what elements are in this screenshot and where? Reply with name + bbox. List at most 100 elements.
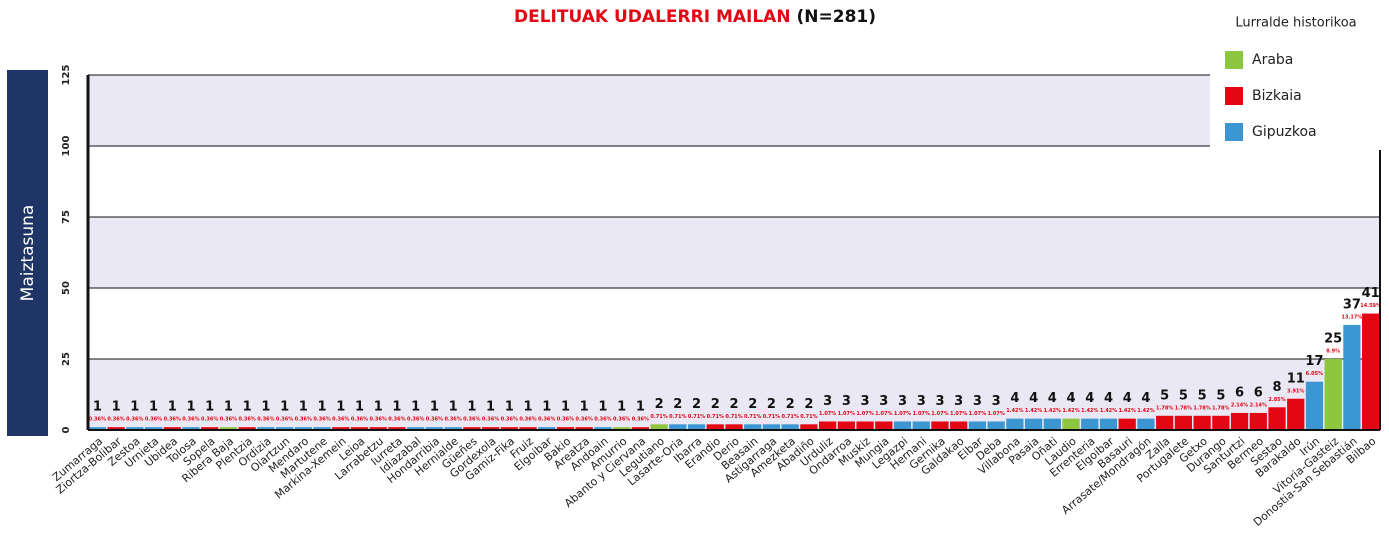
- value-label: 41: [1362, 286, 1380, 301]
- value-label: 1: [149, 400, 158, 415]
- value-label: 2: [804, 397, 813, 412]
- percent-label: 13.17%: [1341, 314, 1362, 320]
- percent-label: 0.36%: [89, 417, 106, 423]
- percent-label: 1.42%: [1006, 408, 1023, 414]
- bar: [1174, 415, 1193, 430]
- value-label: 1: [449, 400, 458, 415]
- bar: [893, 421, 912, 430]
- percent-label: 0.36%: [145, 417, 162, 423]
- value-label: 3: [954, 394, 963, 409]
- bar: [332, 427, 350, 430]
- value-label: 1: [580, 400, 589, 415]
- value-label: 1: [467, 400, 476, 415]
- bar: [1024, 418, 1043, 430]
- value-label: 1: [598, 400, 607, 415]
- value-label: 1: [505, 400, 514, 415]
- value-label: 1: [205, 400, 214, 415]
- bar: [950, 421, 968, 430]
- bar: [425, 427, 444, 430]
- value-label: 2: [692, 397, 701, 412]
- value-label: 1: [243, 400, 252, 415]
- percent-label: 0.36%: [426, 417, 443, 423]
- value-label: 2: [711, 397, 720, 412]
- bar: [182, 427, 200, 430]
- bar: [650, 424, 668, 430]
- percent-label: 0.36%: [220, 417, 237, 423]
- bar: [1212, 415, 1230, 430]
- value-label: 6: [1235, 385, 1244, 400]
- percent-label: 0.36%: [632, 417, 649, 423]
- y-tick-label: 0: [61, 426, 72, 433]
- value-label: 5: [1160, 388, 1169, 403]
- bar: [1324, 359, 1342, 430]
- value-label: 1: [168, 400, 177, 415]
- value-label: 25: [1324, 332, 1342, 347]
- percent-label: 0.36%: [557, 417, 574, 423]
- percent-label: 0.36%: [576, 417, 593, 423]
- value-label: 2: [748, 397, 757, 412]
- value-label: 1: [112, 400, 121, 415]
- plot: 025507510012510.36%Zumarraga10.36%Ziortz…: [50, 65, 1381, 529]
- percent-label: 1.78%: [1156, 405, 1173, 411]
- value-label: 1: [430, 400, 439, 415]
- bar: [968, 421, 987, 430]
- value-label: 3: [935, 394, 944, 409]
- percent-label: 0.36%: [332, 417, 349, 423]
- value-label: 1: [636, 400, 645, 415]
- value-label: 1: [617, 400, 626, 415]
- legend-title: Lurralde historikoa: [1235, 16, 1356, 31]
- bar: [912, 421, 930, 430]
- percent-label: 0.71%: [800, 414, 817, 420]
- bar: [219, 427, 238, 430]
- percent-label: 0.36%: [594, 417, 611, 423]
- bar: [781, 424, 799, 430]
- percent-label: 1.07%: [819, 411, 836, 417]
- value-label: 1: [542, 400, 551, 415]
- percent-label: 0.71%: [781, 414, 798, 420]
- legend-swatch: [1225, 87, 1243, 105]
- bar: [163, 427, 181, 430]
- legend-label: Araba: [1252, 52, 1293, 68]
- bar: [388, 427, 406, 430]
- title: DELITUAK UDALERRI MAILAN: [514, 7, 791, 27]
- value-label: 1: [280, 400, 289, 415]
- bar: [556, 427, 575, 430]
- value-label: 5: [1179, 388, 1188, 403]
- value-label: 4: [1085, 391, 1094, 406]
- value-label: 4: [1067, 391, 1076, 406]
- bar: [126, 427, 144, 430]
- bar: [1362, 313, 1380, 430]
- bar: [463, 427, 481, 430]
- bar: [744, 424, 762, 430]
- percent-label: 1.07%: [913, 411, 930, 417]
- percent-label: 0.71%: [688, 414, 705, 420]
- legend-label: Bizkaia: [1252, 88, 1302, 104]
- value-label: 3: [992, 394, 1001, 409]
- percent-label: 0.36%: [276, 417, 293, 423]
- bar: [1118, 418, 1136, 430]
- bar: [88, 427, 106, 430]
- percent-label: 0.36%: [370, 417, 387, 423]
- percent-label: 2.14%: [1231, 402, 1248, 408]
- percent-label: 0.36%: [538, 417, 555, 423]
- bar: [837, 421, 855, 430]
- percent-label: 0.36%: [519, 417, 536, 423]
- percent-label: 1.07%: [969, 411, 986, 417]
- value-label: 1: [93, 400, 102, 415]
- grid-band: [88, 75, 1380, 146]
- value-label: 3: [898, 394, 907, 409]
- percent-label: 0.36%: [295, 417, 312, 423]
- bar: [987, 421, 1005, 430]
- percent-label: 1.07%: [987, 411, 1004, 417]
- percent-label: 1.42%: [1081, 408, 1098, 414]
- percent-label: 14.59%: [1360, 303, 1381, 309]
- value-label: 4: [1010, 391, 1019, 406]
- percent-label: 1.42%: [1137, 408, 1154, 414]
- value-label: 1: [224, 400, 233, 415]
- value-label: 4: [1123, 391, 1132, 406]
- bar: [1081, 418, 1099, 430]
- percent-label: 0.36%: [201, 417, 218, 423]
- percent-label: 0.36%: [257, 417, 274, 423]
- bar: [687, 424, 706, 430]
- value-label: 2: [729, 397, 738, 412]
